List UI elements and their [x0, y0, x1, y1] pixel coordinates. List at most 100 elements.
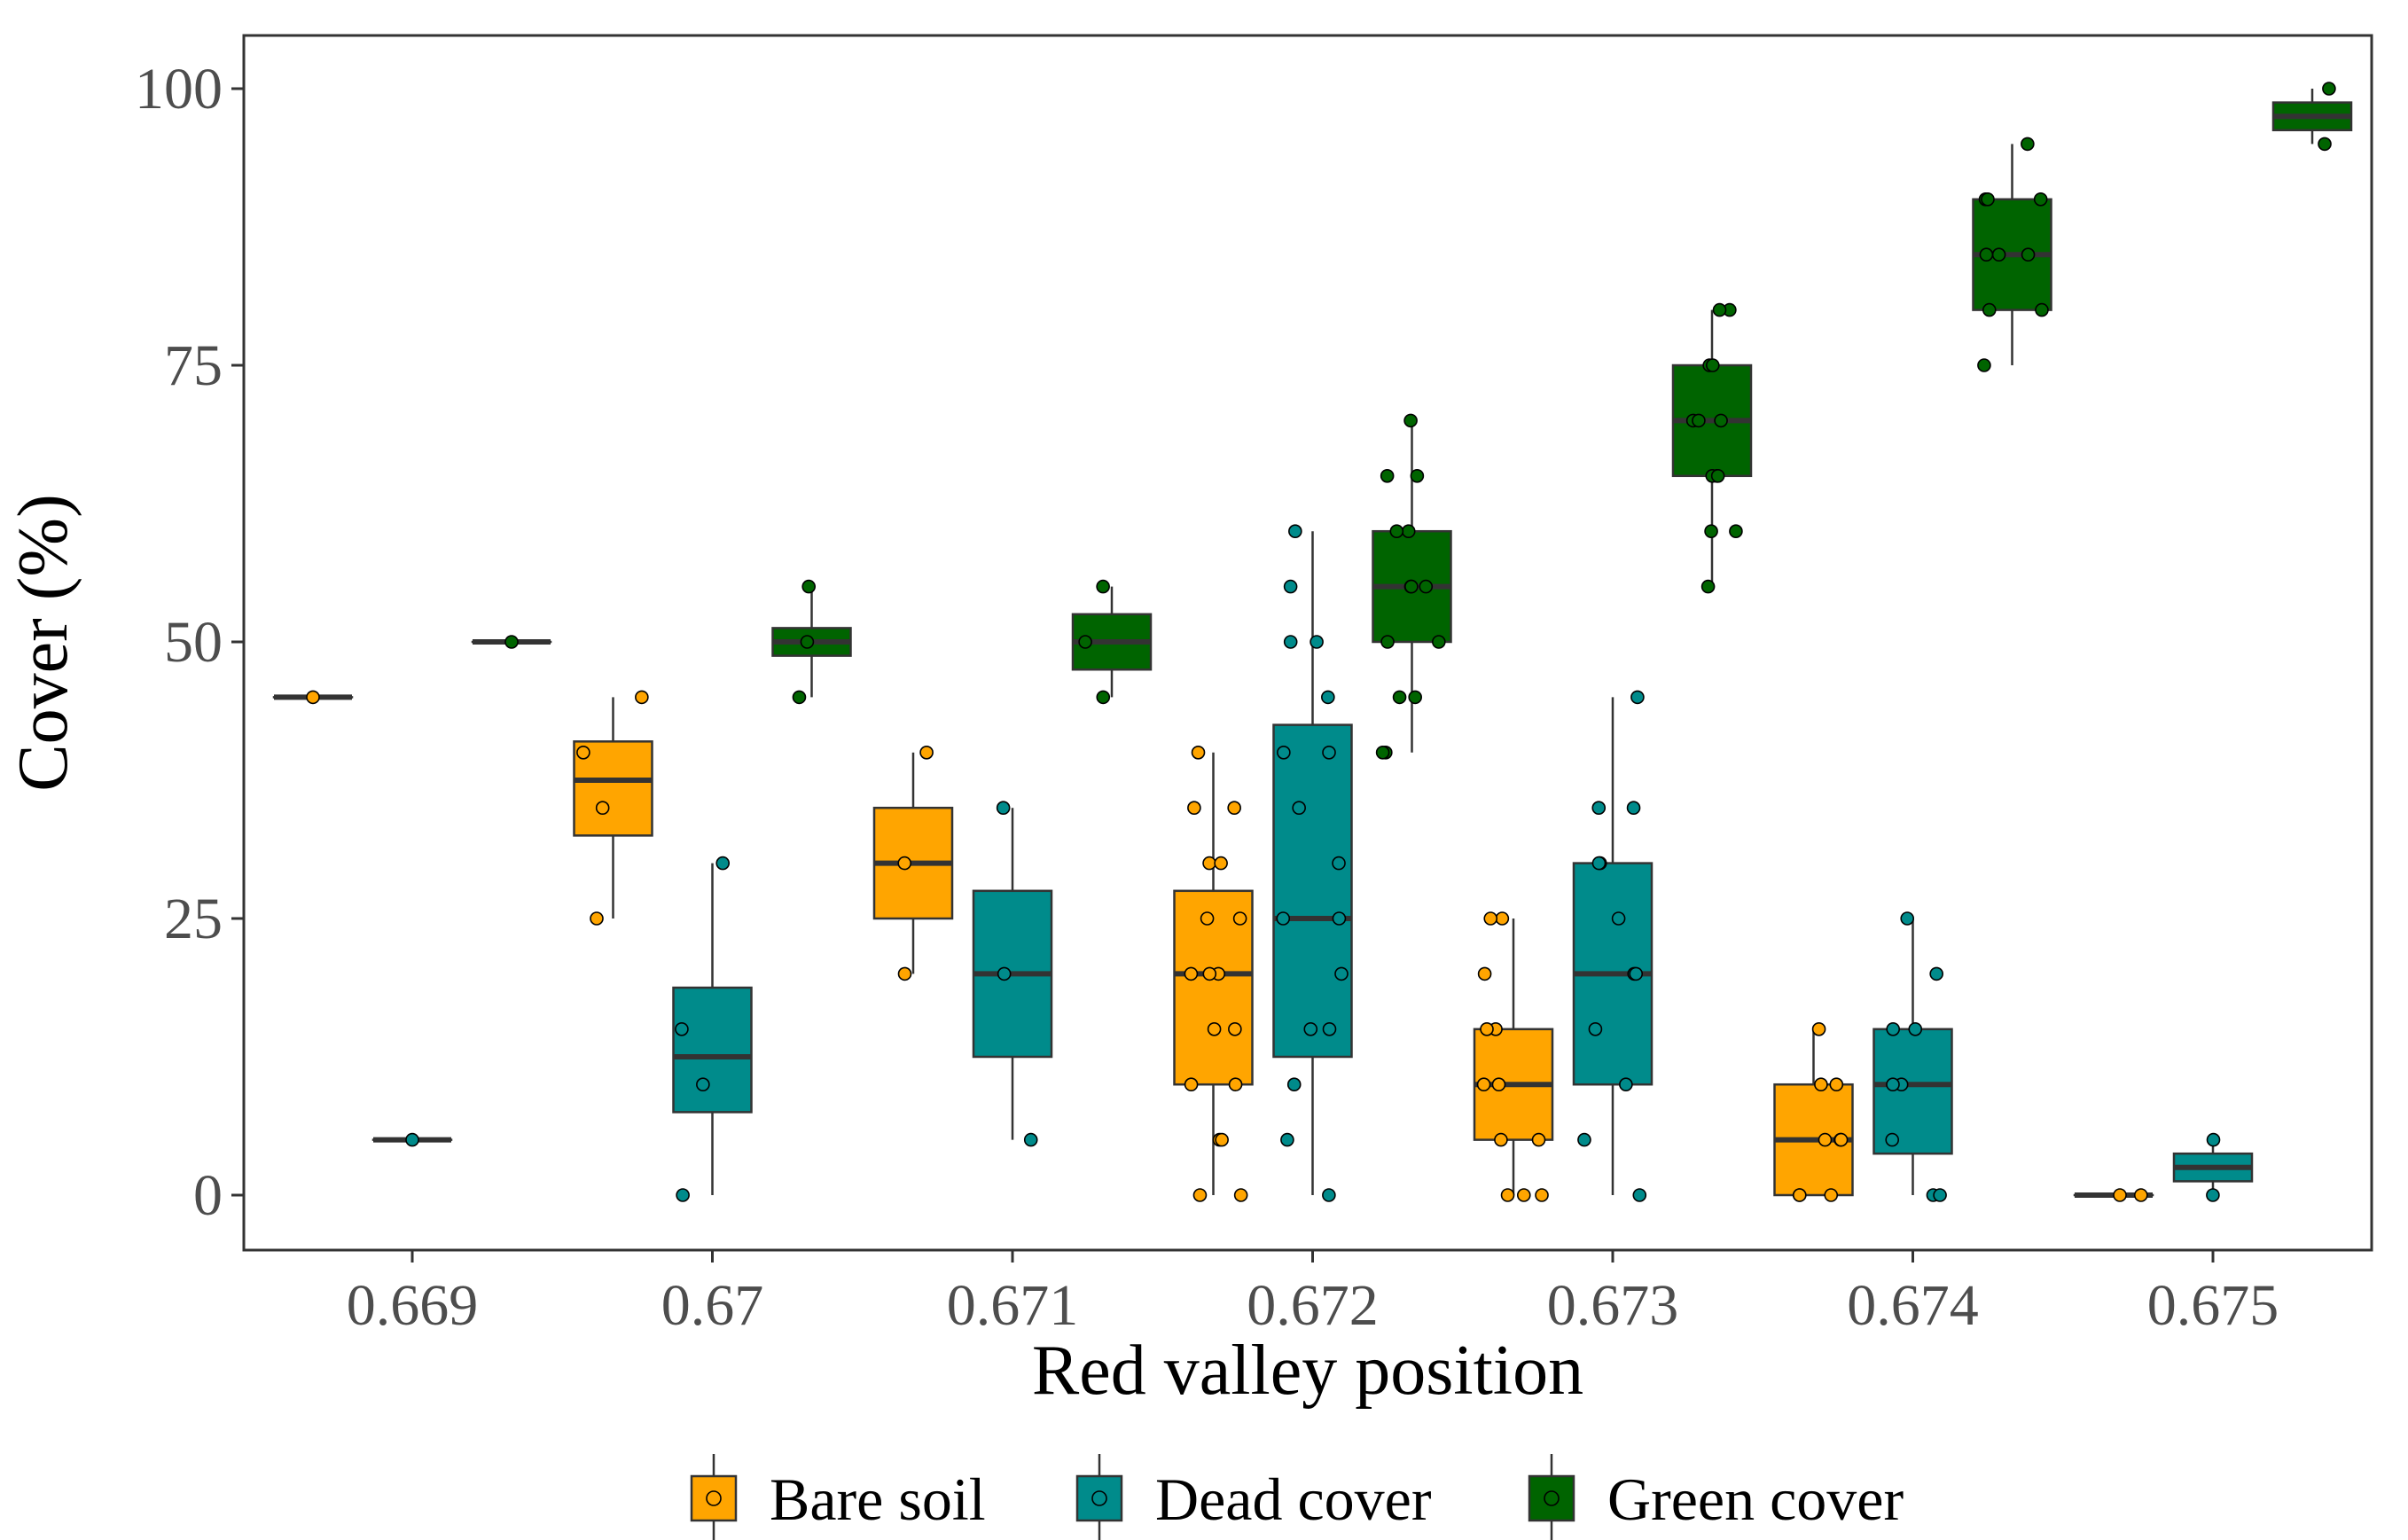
y-tick-label: 50	[164, 610, 223, 675]
dead-cover-data-point	[996, 801, 1011, 816]
x-axis-title: Red valley position	[1032, 1332, 1583, 1410]
green-cover-data-point	[1096, 690, 1111, 705]
legend: Bare soil Dead cover Green cover	[690, 1454, 1904, 1540]
dead-cover-data-point	[1292, 801, 1306, 816]
bare-soil-data-point	[590, 911, 604, 926]
dead-cover-data-point	[1288, 524, 1302, 539]
green-cover-data-point	[2033, 192, 2048, 207]
bare-soil-data-point	[1480, 1022, 1494, 1036]
green-cover-data-point	[1705, 358, 1720, 372]
dead-cover-data-point	[1630, 690, 1645, 705]
bare-soil-data-point	[897, 856, 912, 871]
green-cover-data-point	[504, 635, 519, 649]
dead-cover-data-point	[676, 1188, 690, 1202]
dead-cover-data-point	[1933, 1188, 1947, 1202]
dead-cover-data-point	[1334, 966, 1349, 981]
dead-cover-box-rect	[672, 986, 753, 1114]
dead-cover-data-point	[997, 966, 1012, 981]
bare-soil-data-point	[1214, 856, 1228, 871]
bare-soil-data-point	[919, 745, 934, 760]
bare-soil-data-point	[635, 690, 649, 705]
green-cover-data-point	[1692, 413, 1706, 428]
bare-soil-data-point	[1811, 1022, 1826, 1036]
x-tick-label: 0.675	[2147, 1273, 2279, 1338]
green-cover-data-point	[792, 690, 807, 705]
bare-soil-data-point	[1228, 1022, 1242, 1036]
bare-soil-data-point	[1184, 966, 1199, 981]
green-cover-data-point	[1375, 745, 1390, 760]
dead-cover-data-point	[1886, 1022, 1900, 1036]
legend-label-green-cover: Green cover	[1607, 1466, 1904, 1533]
green-cover-box	[1671, 309, 1753, 587]
legend-key-point	[1544, 1490, 1560, 1506]
dead-cover-data-point	[1283, 635, 1298, 649]
green-cover-data-point	[1408, 690, 1422, 705]
dead-cover-data-point	[1322, 1022, 1337, 1036]
dead-cover-data-point	[1577, 1132, 1591, 1147]
bare-soil-data-point	[1207, 1022, 1222, 1036]
x-tick-label: 0.671	[947, 1273, 1079, 1338]
green-cover-data-point	[2021, 247, 2036, 262]
dead-cover-data-point	[1276, 911, 1291, 926]
green-cover-data-point	[1712, 302, 1727, 317]
green-cover-data-point	[1389, 524, 1404, 539]
dead-cover-data-point	[1908, 1022, 1923, 1036]
bare-soil-data-point	[1187, 801, 1201, 816]
legend-label-dead-cover: Dead cover	[1155, 1466, 1432, 1533]
dead-cover-data-point	[1591, 856, 1607, 871]
bare-soil-data-point	[1192, 1188, 1208, 1202]
bare-soil-data-point	[1228, 1077, 1243, 1091]
bare-soil-data-point	[1477, 966, 1492, 981]
bare-soil-data-point	[1227, 801, 1241, 816]
green-cover-data-point	[2035, 302, 2049, 317]
bare-soil-data-point	[1516, 1188, 1531, 1202]
legend-label-bare-soil: Bare soil	[770, 1466, 986, 1533]
green-cover-data-point	[1403, 413, 1418, 428]
dead-cover-data-point	[1303, 1022, 1318, 1036]
bare-soil-data-point	[1476, 1077, 1491, 1091]
green-cover-data-point	[1710, 468, 1725, 483]
dead-cover-data-point	[2206, 1132, 2221, 1147]
green-cover-data-point	[2318, 137, 2332, 152]
bare-soil-data-point	[2134, 1188, 2148, 1202]
dead-cover-data-point	[1626, 801, 1641, 816]
bare-soil-data-point	[1833, 1132, 1849, 1147]
dead-cover-data-point	[1885, 1132, 1900, 1147]
green-cover-data-point	[1982, 302, 1997, 317]
dead-cover-data-point	[1332, 856, 1346, 871]
green-cover-box	[771, 586, 852, 698]
x-tick-label: 0.67	[661, 1273, 764, 1338]
dead-cover-box	[672, 863, 753, 1195]
green-cover-data-point	[1380, 468, 1395, 483]
green-cover-data-point	[1432, 635, 1446, 649]
bare-soil-data-point	[897, 966, 912, 981]
bare-soil-data-point	[1829, 1077, 1844, 1091]
bare-soil-data-point	[1202, 856, 1216, 871]
y-tick-label: 25	[164, 887, 223, 951]
dead-cover-data-point	[405, 1132, 419, 1147]
bare-soil-data-point	[2113, 1188, 2127, 1202]
green-cover-data-point	[1979, 247, 1994, 262]
bare-soil-data-point	[1814, 1077, 1828, 1091]
dead-cover-data-point	[1310, 635, 1324, 649]
green-cover-data-point	[1419, 579, 1434, 594]
green-cover-data-point	[1714, 413, 1728, 428]
x-tick-label: 0.673	[1547, 1273, 1679, 1338]
dead-cover-data-point	[2206, 1188, 2220, 1202]
y-axis-title: Cover (%)	[4, 494, 82, 791]
green-cover-data-point	[1410, 468, 1425, 483]
green-cover-box	[2271, 89, 2353, 145]
bare-soil-data-point	[1531, 1132, 1546, 1147]
y-tick-label: 100	[135, 57, 223, 121]
bare-soil-data-point	[1495, 911, 1510, 926]
green-cover-data-point	[1700, 579, 1716, 594]
dead-cover-data-point	[1886, 1077, 1900, 1091]
legend-item-dead-cover: Dead cover	[1075, 1454, 1432, 1540]
dead-cover-box	[2172, 1139, 2254, 1195]
green-cover-data-point	[1401, 524, 1416, 539]
dead-cover-data-point	[1286, 1077, 1302, 1091]
bare-soil-box	[872, 752, 954, 974]
plot-panel	[242, 34, 2373, 1252]
green-cover-data-point	[2021, 137, 2035, 152]
